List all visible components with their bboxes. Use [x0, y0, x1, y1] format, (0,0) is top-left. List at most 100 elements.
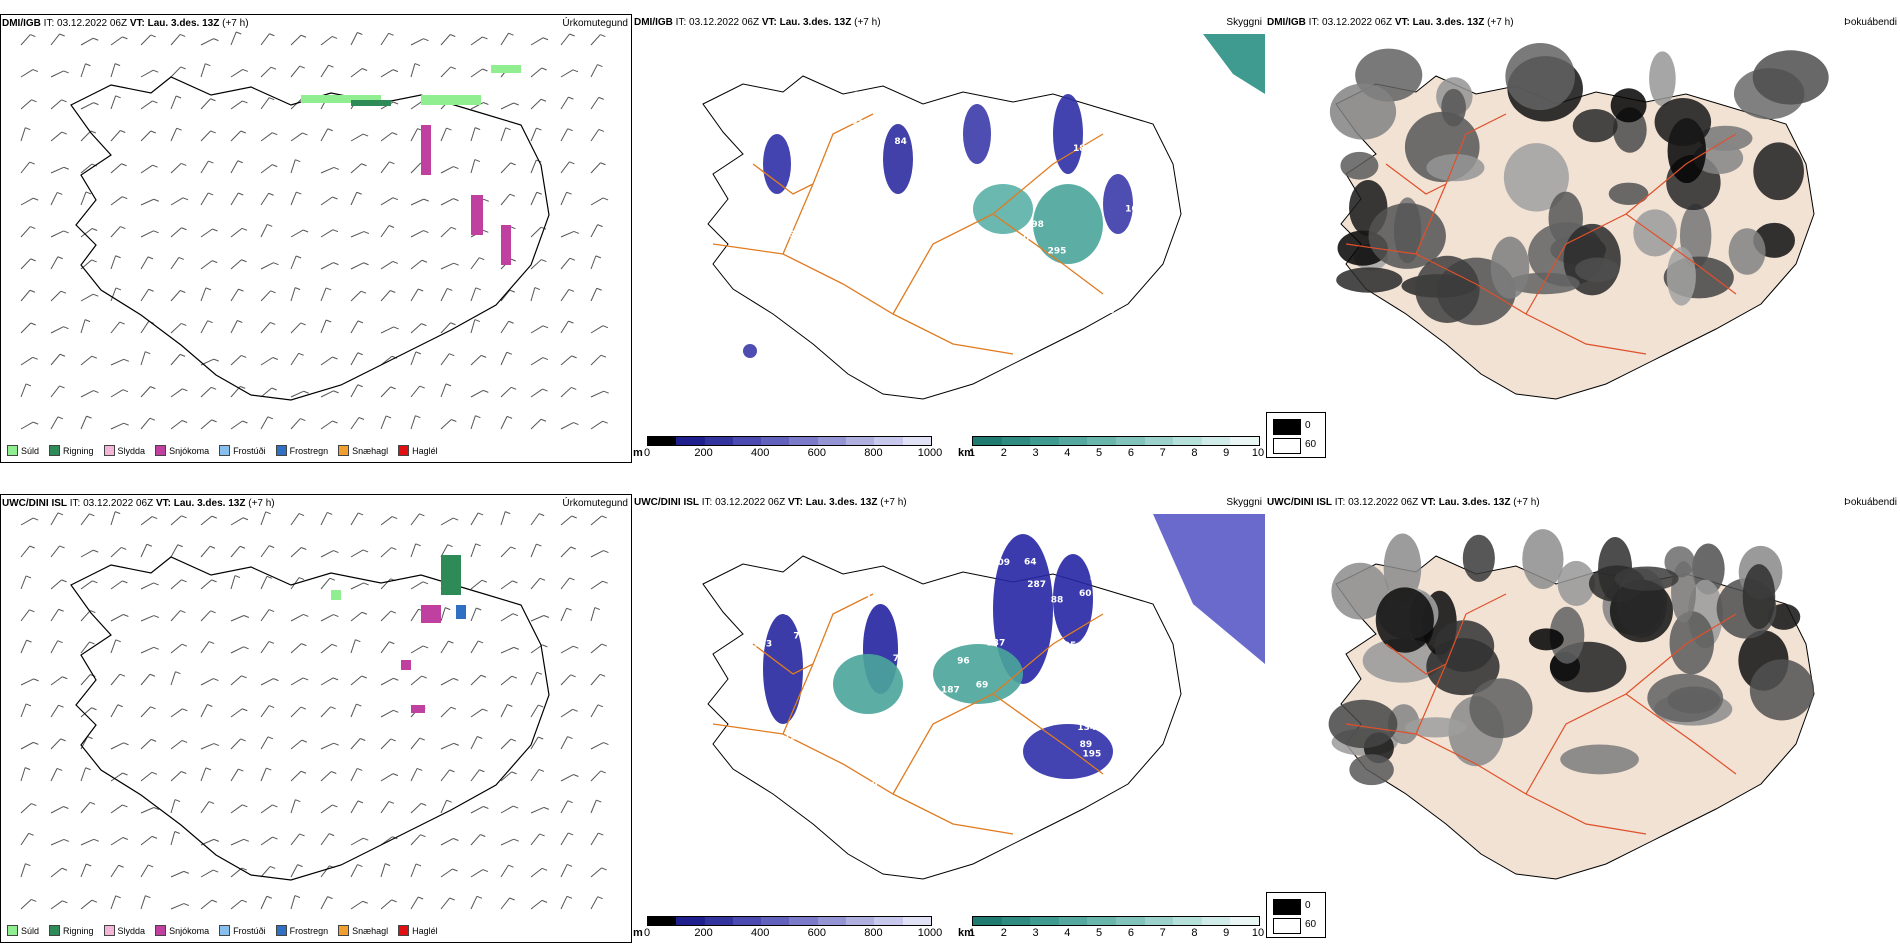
visibility-label: 165	[913, 197, 932, 207]
wind-barb-flag	[182, 708, 188, 712]
wind-barb-flag	[541, 67, 547, 71]
wind-barb	[170, 515, 182, 526]
wind-barb-flag	[512, 613, 519, 617]
wind-barb-flag	[267, 223, 273, 227]
colorbar-step	[1087, 917, 1116, 925]
wind-barb-flag	[363, 837, 369, 841]
wind-barb-flag	[573, 422, 579, 426]
wind-barb-flag	[85, 191, 92, 195]
fog-area	[1462, 534, 1495, 582]
wind-barb-flag	[302, 229, 309, 233]
wind-barb	[110, 389, 124, 398]
wind-barb	[410, 863, 417, 878]
wind-barb-flag	[569, 257, 576, 261]
wind-barb-flag	[482, 708, 488, 712]
wind-barb-flag	[61, 131, 67, 135]
wind-barb	[410, 415, 416, 430]
wind-barb	[50, 900, 63, 910]
wind-barb	[440, 706, 452, 718]
colorbar-step	[1030, 437, 1059, 445]
wind-barb	[500, 386, 512, 398]
wind-barb-flag	[536, 543, 542, 547]
wind-barb	[230, 160, 239, 174]
wind-barb	[140, 771, 153, 782]
wind-barb-flag	[63, 326, 69, 330]
wind-barb-flag	[123, 422, 129, 426]
colorbar-step	[676, 917, 705, 925]
wind-barb-flag	[33, 678, 39, 682]
wind-barb	[80, 191, 87, 206]
wind-barb-flag	[393, 326, 399, 330]
wind-barb	[110, 95, 117, 110]
wind-barb-flag	[506, 351, 512, 355]
wind-barb-flag	[573, 774, 579, 777]
wind-barb-flag	[269, 33, 275, 37]
wind-barb-flag	[573, 645, 579, 649]
wind-barb-flag	[361, 163, 367, 167]
precip-legend-item: Frostregn	[275, 445, 328, 456]
wind-barb	[350, 768, 358, 782]
road-line	[1625, 213, 1737, 295]
wind-barb-flag	[477, 640, 484, 644]
visibility-label: 83	[784, 608, 797, 618]
visibility-label: 188	[1073, 144, 1092, 154]
wind-barb	[350, 738, 361, 750]
visibility-label: 166	[1125, 204, 1144, 214]
wind-barb-flag	[239, 385, 246, 389]
colorbar-tick: 10	[1251, 927, 1265, 939]
visibility-label: 60	[1079, 589, 1092, 599]
wind-barb-flag	[239, 545, 246, 549]
precip-area	[331, 590, 341, 600]
road-line	[1415, 593, 1507, 735]
wind-barb	[50, 326, 64, 334]
wind-barb-flag	[265, 511, 271, 515]
wind-barb-flag	[60, 738, 66, 742]
wind-barb	[440, 769, 450, 782]
visibility-label: 164	[1153, 313, 1172, 323]
wind-barb-flag	[241, 259, 247, 263]
wind-barb-flag	[362, 549, 369, 553]
wind-barb-flag	[542, 388, 548, 392]
wind-barb	[200, 260, 213, 270]
wind-barb	[290, 895, 296, 910]
wind-barb	[230, 646, 244, 654]
wind-barb-flag	[153, 69, 159, 73]
wind-barb-flag	[568, 96, 574, 100]
precip-legend-item: Haglél	[398, 445, 438, 456]
wind-barb-flag	[268, 705, 275, 709]
wind-barb	[470, 355, 482, 366]
wind-barb	[290, 287, 296, 302]
wind-barb	[350, 231, 365, 238]
visibility-label: 187	[941, 686, 960, 696]
wind-barb-flag	[355, 639, 361, 643]
wind-barb-flag	[446, 127, 452, 131]
wind-barb-flag	[178, 256, 185, 260]
visibility-label: 119	[866, 594, 885, 604]
wind-barb	[140, 34, 152, 46]
wind-barb	[230, 355, 242, 366]
wind-barb-flag	[509, 193, 516, 197]
wind-barb	[290, 799, 296, 814]
wind-barb	[140, 321, 150, 334]
legend-label: Frostúði	[233, 925, 266, 936]
wind-barb-flag	[421, 323, 427, 327]
wind-barb	[500, 704, 508, 718]
wind-barb-flag	[295, 255, 302, 259]
wind-barb	[470, 102, 484, 110]
wind-barb	[560, 387, 572, 398]
fog-area	[1528, 628, 1564, 651]
wind-barb-flag	[26, 639, 32, 643]
fog-map-2	[1328, 529, 1815, 880]
wind-barb	[380, 578, 391, 590]
wind-barb	[410, 834, 421, 846]
colorbar-track	[972, 916, 1260, 926]
visibility-label: 183	[847, 193, 866, 203]
wind-barb-flag	[90, 130, 96, 134]
wind-barb	[50, 166, 64, 174]
wind-barb-flag	[423, 198, 429, 202]
visibility-label: 127	[761, 266, 780, 276]
wind-barb-flag	[597, 224, 603, 228]
wind-barb	[410, 323, 422, 334]
colorbar-tick: 3	[1032, 447, 1039, 459]
wind-barb-flag	[179, 33, 186, 37]
